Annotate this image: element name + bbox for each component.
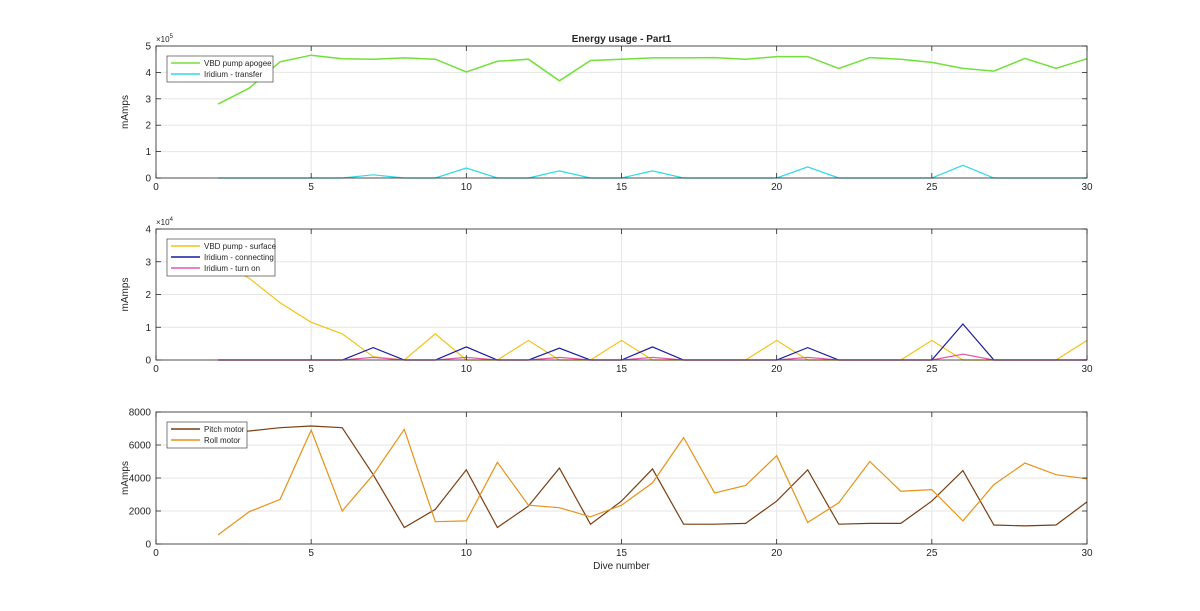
y-tick-label: 1	[145, 147, 151, 158]
y-tick-label: 2	[145, 290, 151, 301]
legend-box	[166, 55, 274, 83]
subplot-3: 0 5 10 15 20 25 30 0 2000 4000 6000 8000 mAmps Dive n…	[120, 408, 1093, 573]
series-line-pitch-motor	[218, 425, 1088, 529]
x-tick-label: 30	[1081, 548, 1093, 559]
x-tick-label: 15	[616, 182, 628, 193]
x-tick-label: 5	[308, 182, 314, 193]
y-tick-label: 0	[145, 356, 151, 367]
legend-label: VBD pump - surface	[204, 242, 277, 251]
x-tick-label: 20	[771, 364, 783, 375]
legend: VBD pump apogee Iridium - transfer	[166, 55, 274, 83]
chart-title: Energy usage - Part1	[572, 34, 672, 45]
legend-box	[166, 421, 248, 449]
legend-label: Pitch motor	[204, 425, 245, 434]
legend-label: Roll motor	[204, 436, 241, 445]
legend-label: Iridium - turn on	[204, 264, 260, 273]
y-axis-label: mAmps	[120, 278, 131, 312]
y-exponent-label: ×105	[156, 34, 174, 44]
x-tick-label: 30	[1081, 182, 1093, 193]
x-tick-label: 5	[308, 548, 314, 559]
legend-label: Iridium - connecting	[204, 253, 274, 262]
y-tick-label: 1	[145, 323, 151, 334]
y-tick-label: 0	[145, 540, 151, 551]
y-tick-label: 3	[145, 257, 151, 268]
series-line-vbd-pump-apogee	[217, 54, 1088, 105]
y-tick-label: 6000	[129, 441, 152, 452]
x-tick-label: 20	[771, 548, 783, 559]
y-tick-label: 5	[145, 42, 151, 53]
x-tick-label: 15	[616, 548, 628, 559]
y-tick-label: 2000	[129, 507, 152, 518]
x-tick-label: 10	[461, 548, 473, 559]
y-exponent-label: ×104	[156, 217, 174, 227]
series-line-iridium-turn-on	[218, 353, 1087, 361]
subplot-2: 0 5 10 15 20 25 30 0 1 2 3 4 ×104 mAmps VBD pump - sur…	[120, 217, 1093, 375]
legend: Pitch motor Roll motor	[166, 421, 248, 449]
y-tick-label: 3	[145, 94, 151, 105]
x-tick-label: 20	[771, 182, 783, 193]
subplot-1: 0 5 10 15 20 25 30 0 1 2 3 4 5 ×105 mAmps Energy usage …	[120, 34, 1093, 193]
y-tick-label: 4	[145, 68, 151, 79]
x-tick-label: 30	[1081, 364, 1093, 375]
x-tick-label: 0	[153, 364, 159, 375]
y-axis-label: mAmps	[120, 461, 131, 495]
series-line-iridium-connecting	[218, 323, 1087, 361]
legend: VBD pump - surface Iridium - connecting Ir…	[166, 238, 277, 277]
x-tick-label: 5	[308, 364, 314, 375]
y-axis-label: mAmps	[120, 95, 131, 129]
series-line-iridium-transfer	[218, 164, 1087, 179]
x-tick-label: 25	[926, 548, 938, 559]
legend-label: Iridium - transfer	[204, 70, 263, 79]
y-tick-label: 0	[145, 174, 151, 185]
x-tick-label: 25	[926, 364, 938, 375]
y-tick-label: 8000	[129, 408, 152, 419]
x-tick-label: 0	[153, 548, 159, 559]
x-tick-label: 10	[461, 364, 473, 375]
x-tick-label: 25	[926, 182, 938, 193]
y-tick-label: 4	[145, 225, 151, 236]
series-line-roll-motor	[217, 427, 1088, 536]
x-tick-label: 15	[616, 364, 628, 375]
x-axis-label: Dive number	[593, 561, 650, 572]
legend-label: VBD pump apogee	[204, 59, 272, 68]
x-tick-label: 0	[153, 182, 159, 193]
x-tick-label: 10	[461, 182, 473, 193]
y-tick-label: 2	[145, 121, 151, 132]
y-tick-label: 4000	[129, 474, 152, 485]
